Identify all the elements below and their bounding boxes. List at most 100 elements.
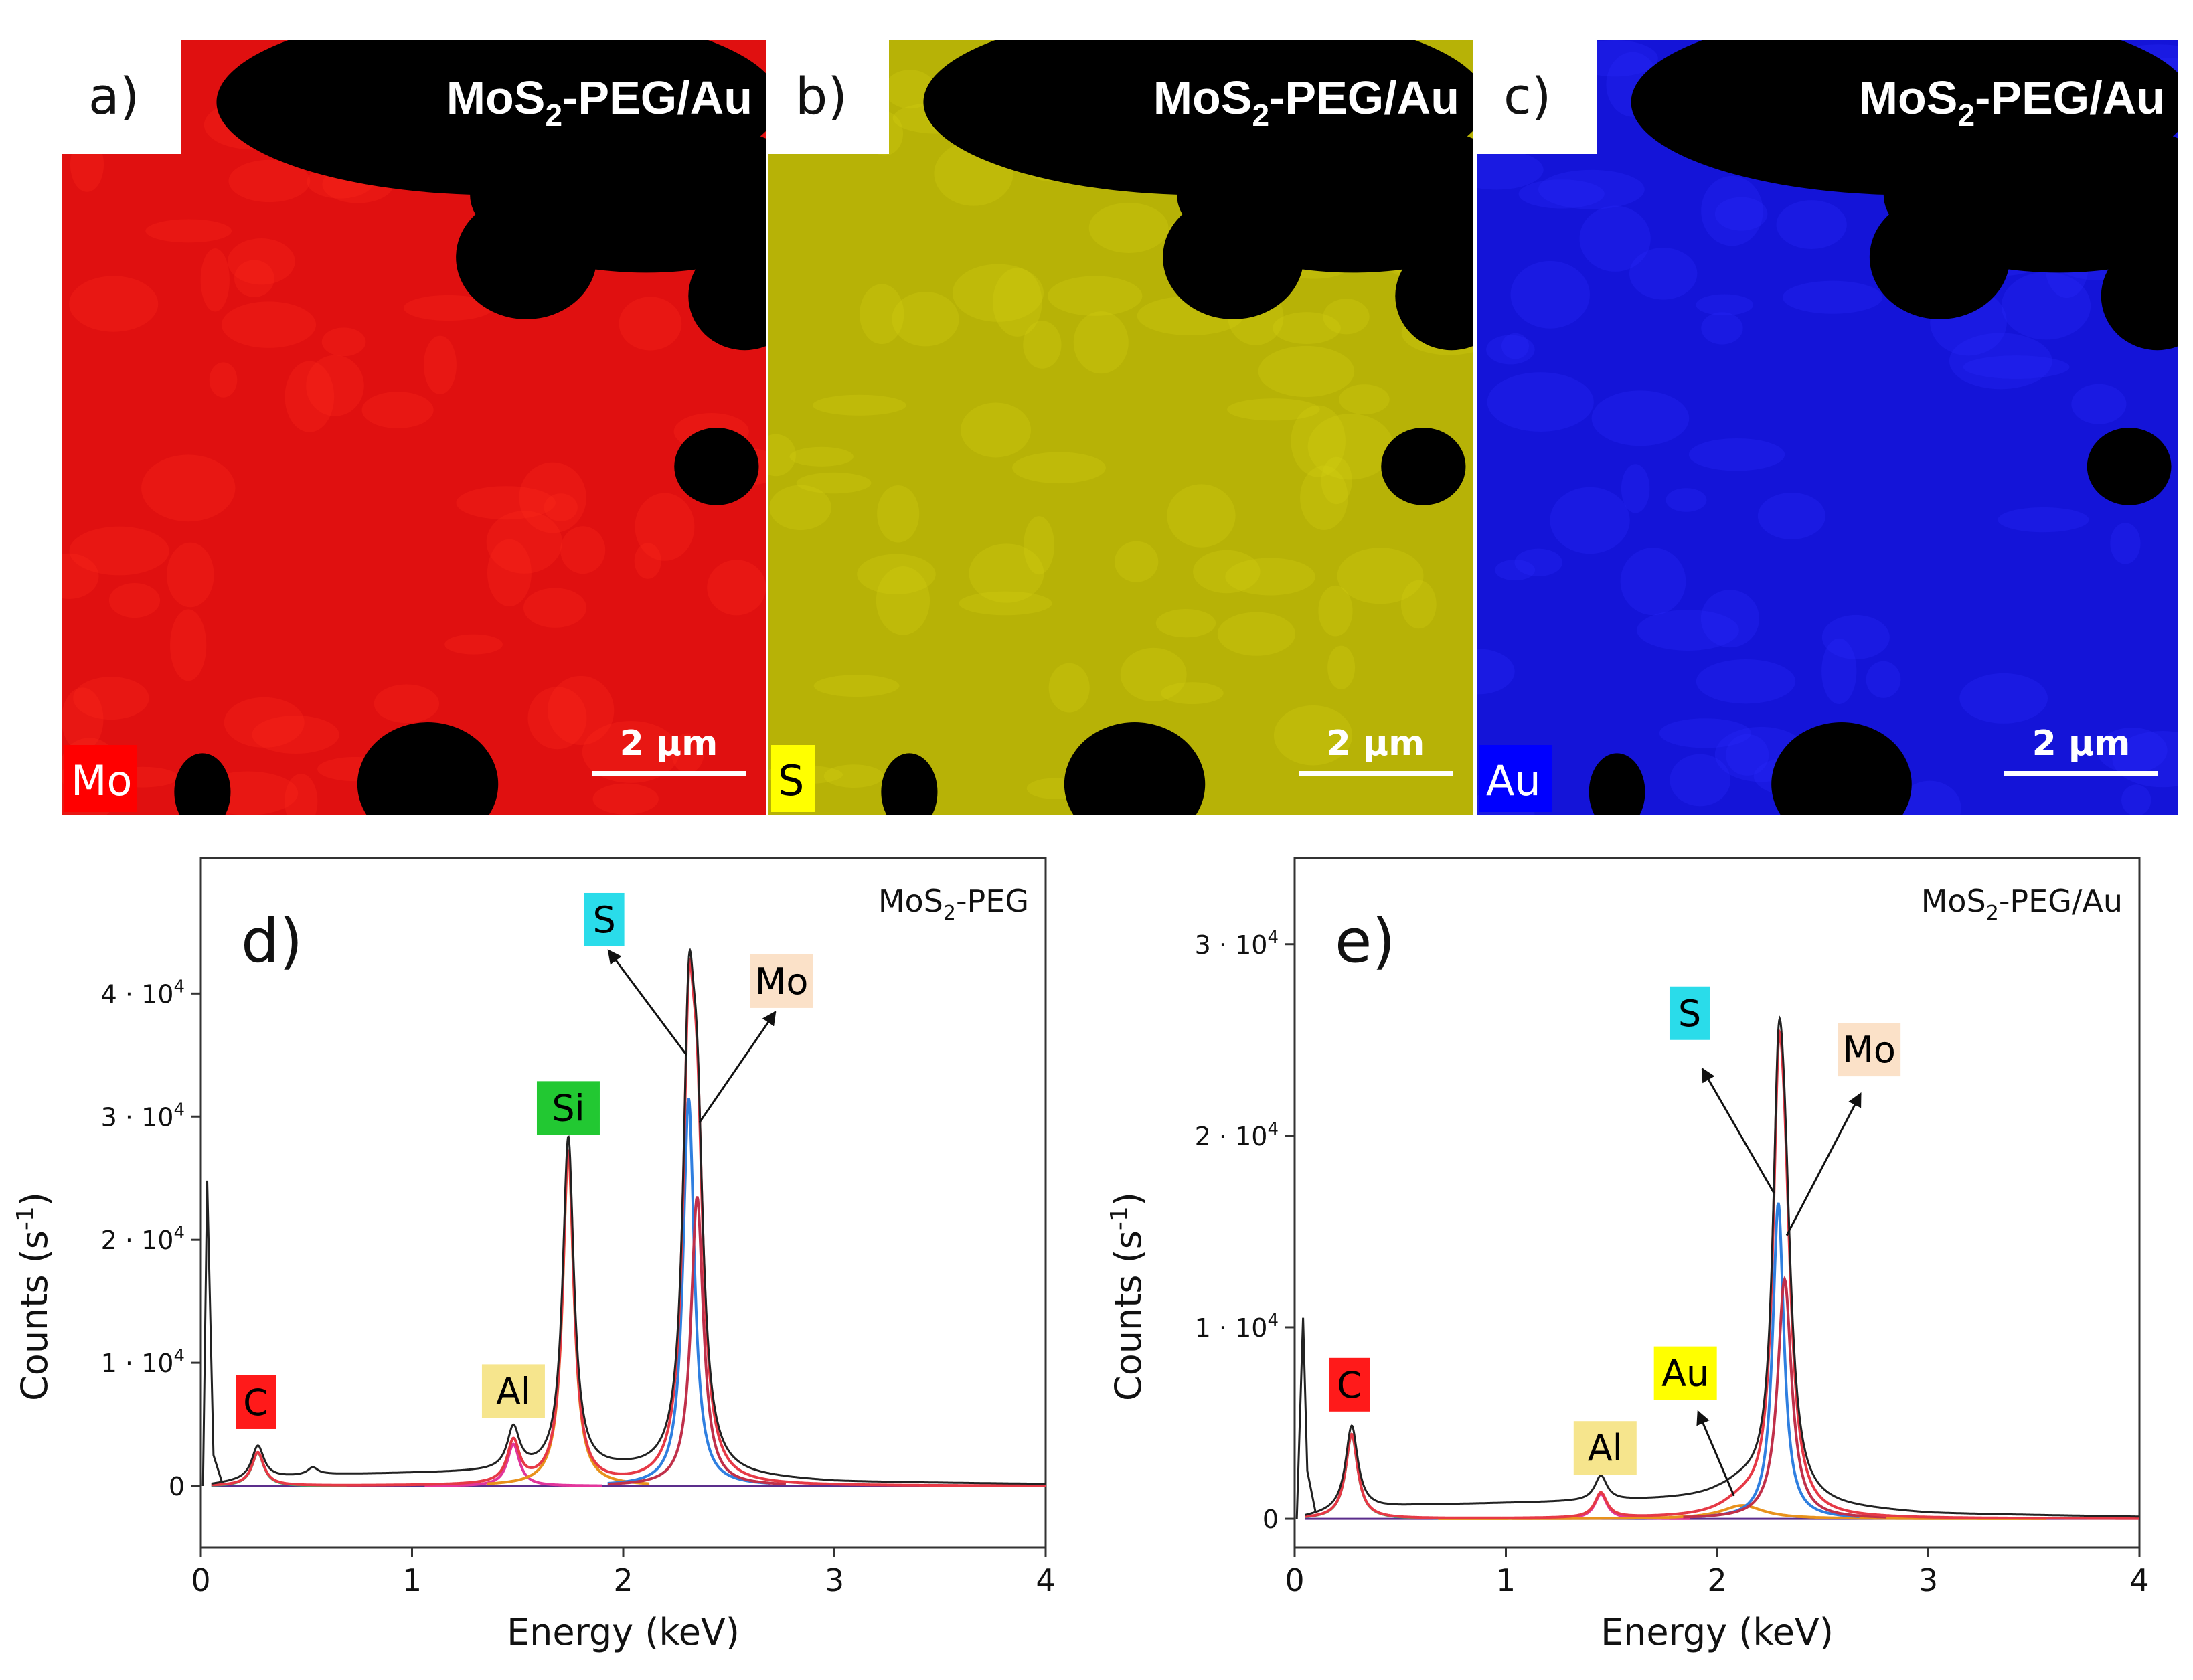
map-void-3 [688, 242, 766, 351]
fit-peak-mo [1683, 1275, 1886, 1519]
scale-bar-label: 2 µm [2032, 724, 2131, 764]
peak-label-box [481, 1364, 545, 1418]
panel-label: a) [88, 66, 139, 126]
peak-label-s: S [584, 892, 625, 946]
spectrum-chart-e: e) MoS2-PEG/Au 0 1 2 3 4 0 1 · 104 2 · 104 3 · 104… [1106, 857, 2149, 1653]
plot-frame [199, 857, 1047, 1549]
peak-label-text: Au [1661, 1353, 1709, 1395]
spectrum-curves [201, 947, 1046, 1487]
peak-label-box [1329, 1357, 1370, 1412]
map-void-5 [357, 722, 499, 815]
peak-label-text: Si [552, 1087, 584, 1129]
x-tick-label: 2 [613, 1562, 633, 1598]
y-tick-label: 0 [1263, 1505, 1279, 1534]
plot-frame [1293, 857, 2141, 1549]
map-void-4 [2087, 428, 2172, 505]
peak-label-mo: Mo [750, 954, 813, 1008]
panel-label: d) [241, 906, 303, 977]
peak-label-box [1838, 1023, 1901, 1077]
x-tick-label: 2 [1707, 1562, 1726, 1598]
element-label-box [1479, 745, 1552, 812]
element-map-mo: MoS2-PEG/Au a) Mo 2 µm [0, 0, 766, 815]
panel-label: b) [795, 66, 847, 126]
peak-label-box [584, 892, 625, 946]
peak-label-al: Al [1573, 1421, 1637, 1475]
map-void-6 [1589, 753, 1645, 815]
y-tick-label: 1 · 104 [101, 1346, 185, 1378]
peak-label-box [1573, 1421, 1637, 1475]
peak-label-text: Mo [755, 960, 809, 1003]
x-tick-label: 1 [402, 1562, 422, 1598]
peak-label-al: Al [481, 1364, 545, 1418]
x-tick-label: 1 [1496, 1562, 1516, 1598]
map-void-2 [1163, 195, 1304, 319]
annotation-arrow-2 [1696, 1410, 1735, 1497]
measured-spectrum-line [211, 947, 1046, 1485]
x-tick-label: 4 [2129, 1562, 2149, 1598]
measured-spectrum-line [1305, 1015, 2139, 1518]
peak-label-text: S [1678, 993, 1701, 1035]
map-sample-title: MoS2-PEG/Au [1859, 72, 2165, 133]
panel-label-box [1477, 0, 1597, 154]
map-void-3 [2101, 242, 2178, 351]
element-label: Au [1486, 756, 1541, 805]
annotation-arrow-1 [1785, 1092, 1862, 1236]
map-void-5 [1771, 722, 1912, 815]
total-fit-line [211, 957, 1046, 1487]
map-void-6 [174, 753, 231, 815]
x-tick-label: 0 [191, 1562, 210, 1598]
element-map-s: MoS2-PEG/Au b) S 2 µm [768, 0, 1473, 815]
element-label-box [771, 745, 815, 812]
panel-label-box [0, 0, 181, 154]
x-tick-label: 3 [1919, 1562, 1938, 1598]
element-map-au: MoS2-PEG/Au c) Au 2 µm [1477, 0, 2178, 815]
annotation-arrow-1 [698, 1011, 777, 1124]
peak-label-si: Si [536, 1081, 600, 1135]
chart-sample-title: MoS2-PEG [878, 883, 1029, 925]
x-tick-label: 3 [825, 1562, 844, 1598]
measured-spike [201, 1180, 224, 1487]
y-tick-label: 2 · 104 [1195, 1119, 1279, 1151]
peak-label-s: S [1669, 986, 1710, 1040]
peak-label-box [750, 954, 813, 1008]
scale-bar-label: 2 µm [620, 724, 718, 764]
total-fit-line [1305, 1029, 2139, 1520]
element-label: Mo [71, 756, 132, 805]
peak-label-text: C [243, 1381, 268, 1424]
x-tick-label: 4 [1036, 1562, 1055, 1598]
map-void-5 [1064, 722, 1206, 815]
map-void-2 [1869, 195, 2010, 319]
spectrum-curves [1295, 1015, 2139, 1520]
peak-label-mo: Mo [1838, 1023, 1901, 1077]
scale-bar-label: 2 µm [1327, 724, 1425, 764]
panel-label: c) [1504, 66, 1551, 126]
map-void-4 [1381, 428, 1466, 505]
x-axis-label: Energy (keV) [1601, 1611, 1834, 1653]
peak-label-box [236, 1375, 276, 1429]
annotation-arrow-0 [1701, 1067, 1775, 1194]
annotation-arrow-0 [607, 949, 687, 1056]
map-sample-title: MoS2-PEG/Au [446, 72, 752, 133]
y-axis-label: Counts (s-1) [1106, 1192, 1149, 1401]
y-tick-label: 3 · 104 [1195, 928, 1279, 960]
element-label-box [64, 745, 137, 812]
fit-peak-mo [608, 1196, 787, 1486]
peak-label-text: Al [496, 1370, 531, 1412]
spectrum-chart-d: d) MoS2-PEG 0 1 2 3 4 0 1 · 104 2 · 104 3 · 104 4 ·… [12, 857, 1056, 1653]
y-tick-label: 0 [169, 1472, 185, 1501]
peak-label-au: Au [1653, 1346, 1717, 1400]
y-tick-label: 3 · 104 [101, 1100, 185, 1132]
fit-peak-al [424, 1442, 602, 1487]
peak-label-box [1669, 986, 1710, 1040]
peak-label-text: Mo [1842, 1029, 1896, 1071]
peak-label-text: S [592, 899, 615, 941]
x-tick-label: 0 [1285, 1562, 1304, 1598]
y-tick-label: 2 · 104 [101, 1223, 185, 1255]
peak-label-c: C [1329, 1357, 1370, 1412]
map-void-4 [674, 428, 759, 505]
map-void-3 [1395, 242, 1473, 351]
y-axis-label: Counts (s-1) [12, 1192, 56, 1401]
map-void-2 [456, 195, 597, 319]
